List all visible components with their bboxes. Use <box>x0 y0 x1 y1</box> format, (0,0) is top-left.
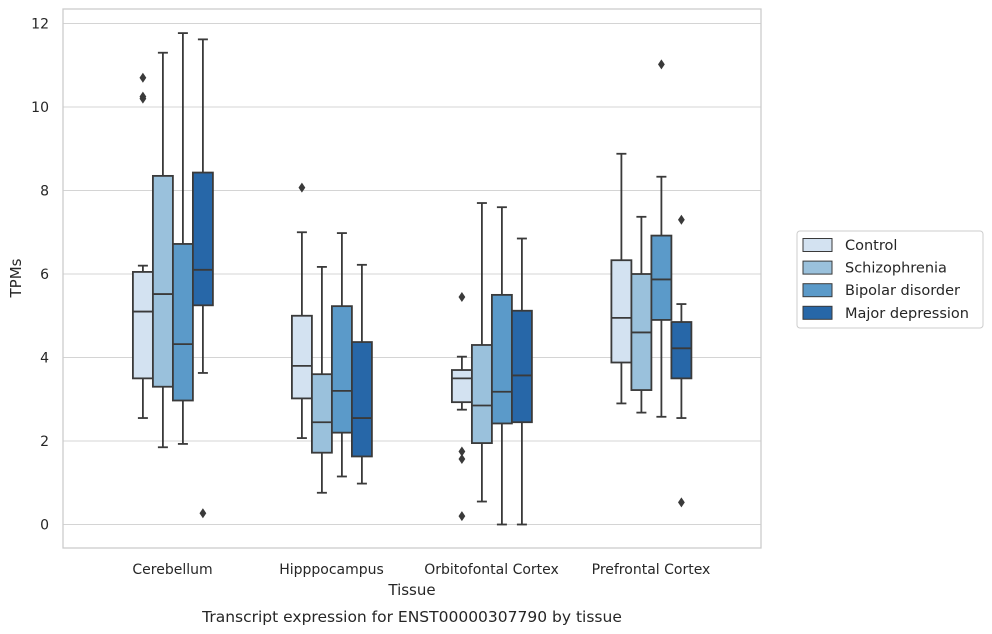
legend-swatch <box>802 260 833 275</box>
y-tick-label-4: 4 <box>40 351 49 367</box>
outlier-point <box>139 93 147 104</box>
iqr-box <box>450 369 473 404</box>
box-hipppocampus <box>330 232 353 478</box>
iqr-box <box>131 271 154 380</box>
series-control <box>131 72 633 522</box>
legend-label: Schizophrenia <box>845 261 947 277</box>
outlier-point <box>458 511 466 522</box>
box-hipppocampus <box>310 266 333 494</box>
outlier-point <box>458 291 466 302</box>
box-hipppocampus <box>290 182 313 439</box>
x-axis-label: Tissue <box>387 581 435 599</box>
iqr-box <box>490 293 513 425</box>
iqr-box <box>470 344 493 444</box>
x-axis-ticks: Cerebellum Hipppocampus Orbitofontal Corte… <box>132 562 710 578</box>
legend-swatch <box>802 305 833 320</box>
y-tick-label-0: 0 <box>40 518 49 534</box>
series-major-depression <box>191 38 693 526</box>
legend-label: Bipolar disorder <box>845 283 960 299</box>
outlier-point <box>458 453 466 464</box>
legend-item: Major depression <box>802 305 969 322</box>
x-tick-label: Orbitofontal Cortex <box>424 562 559 578</box>
box-orbitofontal-cortex <box>510 237 533 526</box>
iqr-box <box>330 305 353 434</box>
iqr-box <box>510 309 533 424</box>
outlier-point <box>199 508 207 519</box>
iqr-box <box>310 373 333 454</box>
box-prefrontal-cortex <box>670 214 693 508</box>
outlier-point <box>678 214 685 225</box>
legend-item: Bipolar disorder <box>802 283 960 299</box>
box-cerebellum <box>171 32 194 445</box>
x-tick-label: Cerebellum <box>132 562 212 578</box>
legend-swatch <box>802 238 833 252</box>
x-tick-label: Prefrontal Cortex <box>592 562 711 578</box>
y-tick-label-10: 10 <box>31 100 49 116</box>
legend: Control Schizophrenia Bipolar disorder Majo… <box>796 230 984 329</box>
iqr-box <box>350 341 373 458</box>
box-orbitofontal-cortex <box>490 206 513 526</box>
y-tick-label-12: 12 <box>31 17 49 33</box>
x-tick-label: Hipppocampus <box>279 562 384 578</box>
iqr-box <box>610 259 633 364</box>
box-orbitofontal-cortex <box>470 202 493 503</box>
iqr-box <box>670 321 693 380</box>
outlier-point <box>458 446 466 457</box>
box-cerebellum <box>191 38 214 519</box>
y-axis-label: TPMs <box>7 258 25 298</box>
plot-frame <box>62 8 762 549</box>
box-prefrontal-cortex <box>650 59 673 418</box>
series-bipolar-disorder <box>171 32 673 526</box>
legend-swatch <box>802 283 833 298</box>
y-tick-label-8: 8 <box>40 184 49 200</box>
box-orbitofontal-cortex <box>450 291 473 522</box>
outlier-point <box>658 59 665 70</box>
box-cerebellum <box>131 72 154 419</box>
y-tick-label-6: 6 <box>40 267 49 283</box>
box-hipppocampus <box>350 263 373 485</box>
iqr-box <box>650 234 673 321</box>
legend-label: Major depression <box>845 306 969 322</box>
legend-label: Control <box>845 238 897 254</box>
y-axis-ticks: 0 2 4 6 8 10 12 <box>31 17 49 534</box>
iqr-box <box>171 243 194 402</box>
outlier-point <box>678 497 685 508</box>
iqr-box <box>151 174 174 388</box>
y-tick-label-2: 2 <box>40 434 49 450</box>
chart-caption: Transcript expression for ENST0000030779… <box>201 608 622 626</box>
outlier-point <box>139 72 147 83</box>
box-series <box>131 32 693 526</box>
legend-item: Control <box>802 238 897 254</box>
outlier-point <box>298 182 306 193</box>
legend-frame <box>796 230 984 329</box>
box-prefrontal-cortex <box>610 152 633 405</box>
series-schizophrenia <box>151 51 653 503</box>
box-prefrontal-cortex <box>630 215 653 414</box>
iqr-box <box>191 171 214 307</box>
legend-item: Schizophrenia <box>802 260 947 277</box>
iqr-box <box>290 314 313 400</box>
